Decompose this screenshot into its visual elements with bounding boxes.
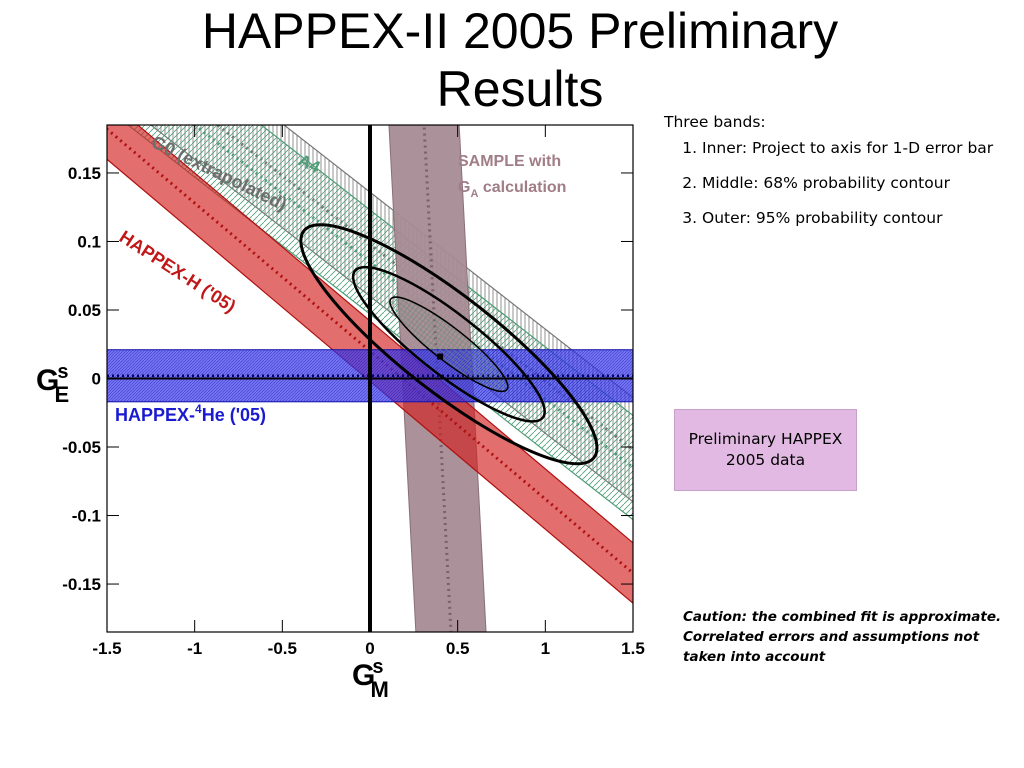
notes-item: Inner: Project to axis for 1-D error bar (702, 136, 1014, 160)
y-tick-label: 0.15 (68, 164, 101, 183)
contour-68 (351, 265, 546, 423)
x-tick-label: 1 (541, 639, 550, 658)
notes-item: Middle: 68% probability contour (702, 171, 1014, 195)
notes-heading: Three bands: (664, 113, 766, 131)
x-tick-label: 1.5 (621, 639, 645, 658)
band-sample-center-line (422, 125, 453, 632)
y-tick-label: 0.1 (77, 232, 101, 251)
caution-note: Caution: the combined fit is approximate… (683, 609, 1002, 665)
y-tick-label: -0.1 (72, 507, 101, 526)
preliminary-data-text: Preliminary HAPPEX 2005 data (688, 430, 843, 469)
y-axis-label: Gs E (36, 361, 69, 407)
y-tick-label: 0 (92, 370, 101, 389)
y-tick-label: -0.05 (62, 438, 101, 457)
notes-list: Inner: Project to axis for 1-D error bar… (664, 136, 1014, 230)
slide-title: HAPPEX-II 2005 Preliminary Results (201, 3, 839, 117)
x-tick-label: -1.5 (92, 639, 121, 658)
y-tick-label: 0.05 (68, 301, 101, 320)
x-tick-label: 0 (365, 639, 374, 658)
contour-inner-fill (390, 297, 508, 392)
x-axis-label: Gs M (352, 656, 389, 702)
band-label-sample-line1: SAMPLE with (458, 153, 561, 170)
x-tick-label: 0.5 (446, 639, 470, 658)
band-label-happex-he: HAPPEX-4He ('05) (115, 402, 266, 425)
y-tick-label: -0.15 (62, 575, 101, 594)
contour-95 (299, 223, 599, 466)
best-fit-marker (437, 353, 444, 360)
x-tick-label: -0.5 (268, 639, 297, 658)
x-tick-label: -1 (187, 639, 202, 658)
notes-item: Outer: 95% probability contour (702, 206, 1014, 230)
notes-panel: Three bands: Inner: Project to axis for … (664, 110, 1014, 241)
band-label-sample-line2: GA calculation (458, 179, 566, 200)
preliminary-data-box: Preliminary HAPPEX 2005 data (674, 409, 857, 491)
